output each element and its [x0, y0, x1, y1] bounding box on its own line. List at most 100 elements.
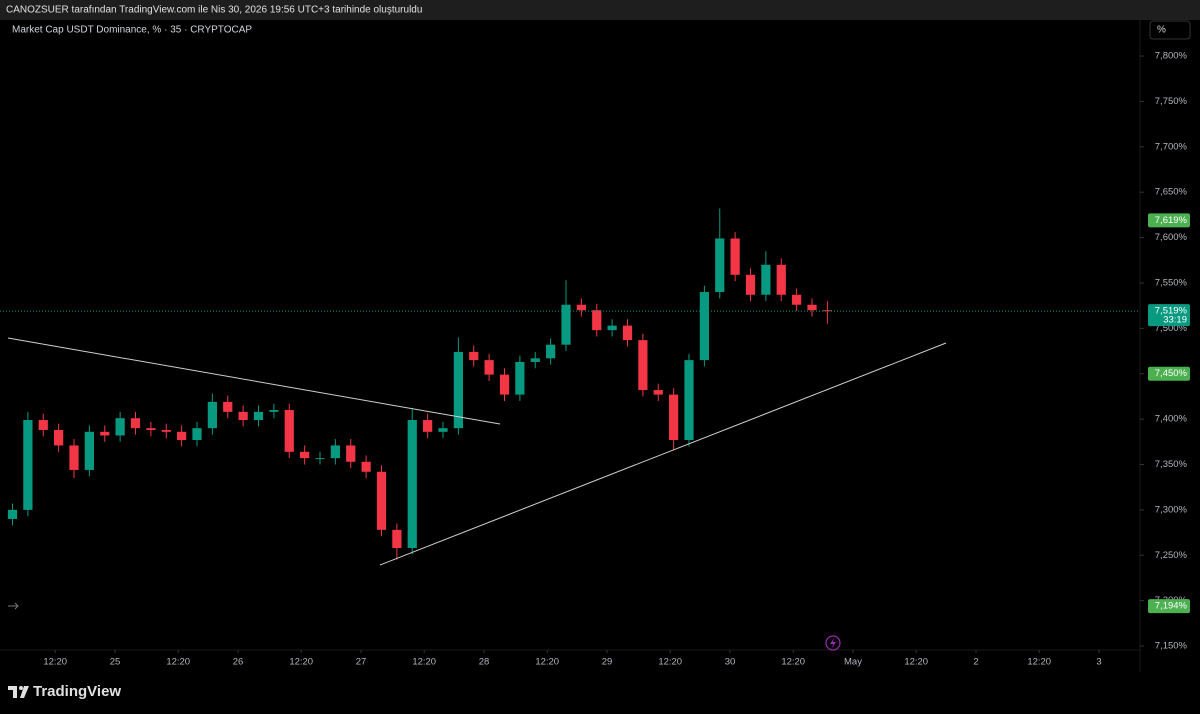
x-tick-label: 12:20: [289, 657, 313, 668]
unit-button-label[interactable]: %: [1157, 25, 1166, 36]
x-tick-label: 25: [110, 657, 121, 668]
price-label: 7,619%: [1155, 215, 1188, 226]
candle-body: [699, 292, 709, 361]
candle-body: [38, 420, 48, 431]
candle-body: [115, 418, 125, 436]
price-label-box: [1148, 366, 1190, 381]
candle-body: [330, 445, 340, 459]
price-label-box: [1148, 599, 1190, 614]
candle-body: [622, 325, 633, 341]
y-tick-label: 7,800%: [1155, 51, 1188, 62]
header-bar: [0, 0, 1200, 20]
candle-body: [269, 410, 279, 412]
price-label-box: [1148, 213, 1190, 228]
unit-button[interactable]: [1149, 20, 1191, 40]
candle-body: [745, 274, 756, 295]
x-tick-label: 12:20: [166, 657, 190, 668]
x-tick-label: 12:20: [1027, 657, 1051, 668]
candle-body: [499, 374, 510, 395]
candle-body: [192, 428, 202, 440]
candle-body: [161, 430, 171, 432]
candle-body: [638, 340, 648, 391]
candle-body: [223, 401, 233, 412]
candle-body: [515, 361, 525, 395]
x-tick-label: 2: [973, 657, 978, 668]
y-tick-label: 7,650%: [1155, 187, 1188, 198]
candle-body: [300, 451, 310, 459]
candle-body: [761, 264, 771, 295]
candle-body: [315, 458, 325, 460]
candle-body: [177, 431, 187, 440]
candle-body: [730, 238, 740, 275]
candle-body: [453, 351, 463, 429]
candle-body: [653, 390, 663, 395]
brand-logo: [8, 686, 29, 698]
candle-body: [669, 394, 679, 440]
price-label-box: [1148, 304, 1190, 327]
candle-body: [469, 351, 479, 361]
candle-body: [792, 294, 802, 305]
candle-body: [484, 360, 494, 375]
y-tick-label: 7,500%: [1155, 323, 1188, 334]
y-tick-label: 7,350%: [1155, 459, 1188, 470]
candle-body: [715, 238, 725, 293]
candle-body: [776, 264, 786, 295]
candles: [7, 208, 832, 560]
candle-body: [284, 410, 294, 452]
y-tick-label: 7,750%: [1155, 96, 1188, 107]
header-text: CANOZSUER tarafından TradingView.com ile…: [6, 5, 422, 16]
candle-body: [23, 420, 33, 510]
candle-body: [146, 428, 156, 431]
candle-body: [822, 310, 832, 312]
y-tick-label: 7,600%: [1155, 232, 1188, 243]
y-tick-label: 7,250%: [1155, 550, 1188, 561]
plot-area: [0, 20, 1200, 672]
candle-body: [130, 418, 141, 429]
chart-title: Market Cap USDT Dominance, % · 35 · CRYP…: [12, 25, 252, 36]
candle-body: [346, 445, 356, 462]
alert-icon[interactable]: [825, 635, 841, 651]
x-tick-label: 29: [602, 657, 613, 668]
price-countdown: 33:19: [1163, 315, 1187, 326]
candle-body: [807, 304, 817, 311]
candle-body: [376, 471, 387, 530]
y-tick-label: 7,700%: [1155, 141, 1188, 152]
x-tick-label: May: [844, 657, 862, 668]
x-tick-label: 27: [356, 657, 367, 668]
brand-name: TradingView: [33, 683, 121, 700]
y-tick-label: 7,300%: [1155, 504, 1188, 515]
candle-body: [392, 529, 402, 549]
x-tick-label: 12:20: [43, 657, 67, 668]
x-tick-label: 12:20: [535, 657, 559, 668]
candle-body: [84, 431, 94, 470]
candle-body: [238, 411, 248, 421]
price-label: 7,450%: [1155, 368, 1188, 379]
candle-body: [54, 430, 64, 446]
candle-body: [561, 304, 571, 345]
price-label: 7,194%: [1155, 601, 1188, 612]
candle-body: [407, 420, 417, 549]
candle-body: [546, 344, 556, 359]
footer-bar: [0, 672, 1200, 714]
x-tick-label: 12:20: [412, 657, 436, 668]
candle-body: [530, 358, 540, 362]
x-tick-label: 3: [1096, 657, 1101, 668]
candle-body: [69, 445, 79, 470]
trend-line[interactable]: [379, 342, 947, 566]
arrow-icon: [8, 602, 19, 610]
candle-body: [7, 509, 18, 519]
y-tick-label: 7,550%: [1155, 277, 1188, 288]
x-tick-label: 30: [725, 657, 736, 668]
candle-body: [361, 461, 371, 472]
candle-body: [592, 310, 602, 331]
x-tick-label: 12:20: [781, 657, 805, 668]
price-label: 7,519%: [1155, 306, 1188, 317]
y-tick-label: 7,150%: [1155, 641, 1188, 652]
candle-body: [684, 360, 694, 440]
candle-body: [100, 431, 110, 436]
x-tick-label: 28: [479, 657, 490, 668]
trend-line[interactable]: [7, 337, 501, 425]
x-tick-label: 12:20: [658, 657, 682, 668]
